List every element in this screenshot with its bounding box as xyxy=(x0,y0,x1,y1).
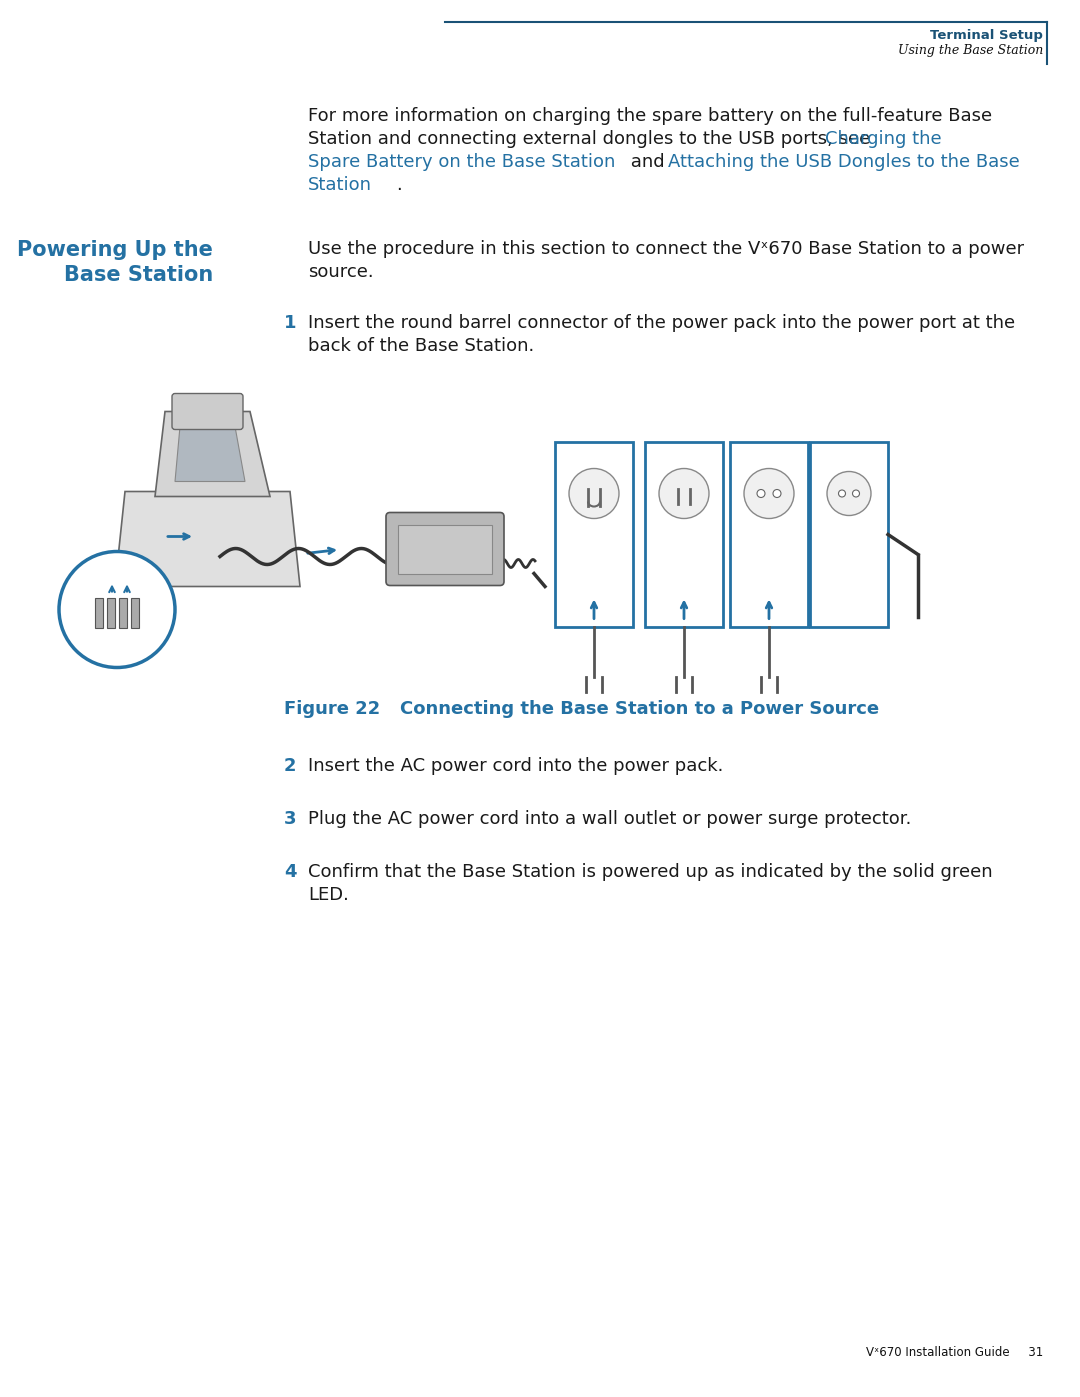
Text: Using the Base Station: Using the Base Station xyxy=(897,43,1043,57)
Text: LED.: LED. xyxy=(308,886,349,904)
Text: Attaching the USB Dongles to the Base: Attaching the USB Dongles to the Base xyxy=(669,154,1020,170)
Text: back of the Base Station.: back of the Base Station. xyxy=(308,337,535,355)
Circle shape xyxy=(59,552,175,668)
Circle shape xyxy=(827,472,870,515)
Polygon shape xyxy=(114,492,300,587)
Circle shape xyxy=(773,489,781,497)
Circle shape xyxy=(757,489,765,497)
Circle shape xyxy=(852,490,860,497)
Text: Charging the: Charging the xyxy=(825,130,942,148)
Text: Spare Battery on the Base Station: Spare Battery on the Base Station xyxy=(308,154,616,170)
Circle shape xyxy=(744,468,794,518)
Bar xyxy=(119,598,127,627)
Bar xyxy=(555,441,633,626)
Text: Terminal Setup: Terminal Setup xyxy=(930,29,1043,42)
FancyBboxPatch shape xyxy=(386,513,504,585)
Polygon shape xyxy=(156,412,270,496)
Circle shape xyxy=(569,468,619,518)
Text: Insert the AC power cord into the power pack.: Insert the AC power cord into the power … xyxy=(308,757,724,775)
Text: Connecting the Base Station to a Power Source: Connecting the Base Station to a Power S… xyxy=(400,700,879,718)
Text: Plug the AC power cord into a wall outlet or power surge protector.: Plug the AC power cord into a wall outle… xyxy=(308,810,912,828)
Circle shape xyxy=(659,468,708,518)
Text: Use the procedure in this section to connect the Vˣ670 Base Station to a power: Use the procedure in this section to con… xyxy=(308,240,1024,258)
FancyBboxPatch shape xyxy=(172,394,243,429)
Text: Station: Station xyxy=(308,176,372,194)
Text: source.: source. xyxy=(308,264,374,281)
Text: Confirm that the Base Station is powered up as indicated by the solid green: Confirm that the Base Station is powered… xyxy=(308,863,993,880)
Text: 2: 2 xyxy=(284,757,297,775)
Text: 1: 1 xyxy=(284,314,297,332)
Text: For more information on charging the spare battery on the full-feature Base: For more information on charging the spa… xyxy=(308,108,993,124)
Bar xyxy=(645,441,723,626)
Text: .: . xyxy=(396,176,402,194)
Circle shape xyxy=(838,490,846,497)
Text: and: and xyxy=(625,154,671,170)
Text: Base Station: Base Station xyxy=(64,265,213,285)
Bar xyxy=(95,598,103,627)
Bar xyxy=(399,524,492,574)
Text: 3: 3 xyxy=(284,810,297,828)
Bar xyxy=(810,441,888,626)
Polygon shape xyxy=(175,426,245,482)
Text: Vˣ670 Installation Guide     31: Vˣ670 Installation Guide 31 xyxy=(866,1345,1043,1359)
Text: Insert the round barrel connector of the power pack into the power port at the: Insert the round barrel connector of the… xyxy=(308,314,1015,332)
Bar xyxy=(730,441,808,626)
Text: 4: 4 xyxy=(284,863,297,880)
Bar xyxy=(131,598,139,627)
Text: Figure 22: Figure 22 xyxy=(284,700,380,718)
Text: Powering Up the: Powering Up the xyxy=(17,240,213,260)
Bar xyxy=(107,598,114,627)
Text: Station and connecting external dongles to the USB ports, see: Station and connecting external dongles … xyxy=(308,130,876,148)
